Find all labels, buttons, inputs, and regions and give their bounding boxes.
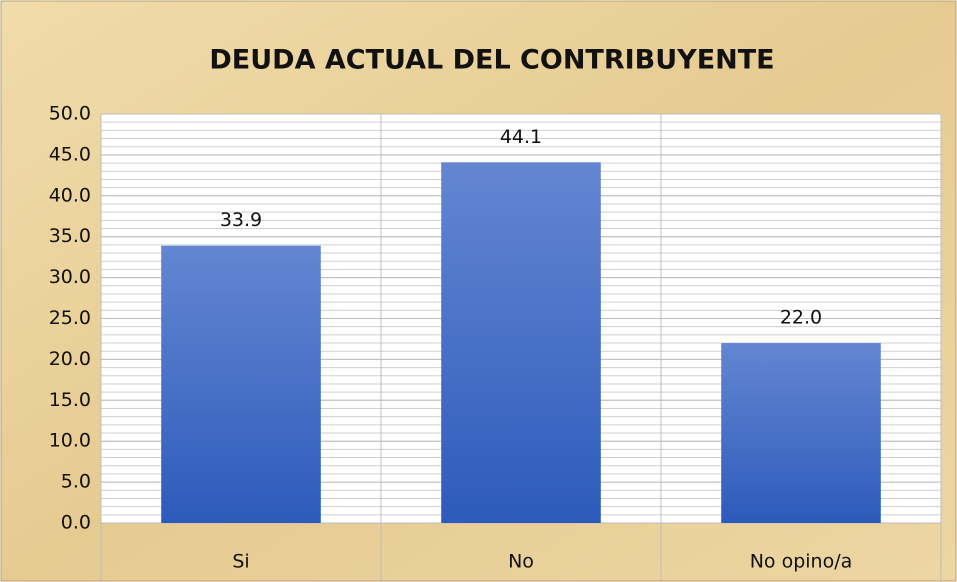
y-tick-label: 0.0 bbox=[61, 512, 91, 534]
y-tick-label: 40.0 bbox=[49, 184, 91, 206]
y-tick-label: 30.0 bbox=[49, 266, 91, 288]
y-tick-label: 10.0 bbox=[49, 430, 91, 452]
bar bbox=[721, 343, 881, 523]
y-tick-label: 20.0 bbox=[49, 348, 91, 370]
y-tick-label: 25.0 bbox=[49, 307, 91, 329]
y-tick-label: 15.0 bbox=[49, 389, 91, 411]
bar bbox=[441, 162, 601, 523]
y-tick-label: 35.0 bbox=[49, 225, 91, 247]
x-tick-label: No opino/a bbox=[750, 551, 853, 573]
data-label: 44.1 bbox=[500, 126, 542, 148]
y-tick-label: 50.0 bbox=[49, 103, 91, 125]
y-tick-label: 45.0 bbox=[49, 143, 91, 165]
x-tick-label: No bbox=[508, 551, 534, 573]
data-label: 33.9 bbox=[220, 209, 262, 231]
x-tick-label: Si bbox=[232, 551, 249, 573]
y-tick-label: 5.0 bbox=[61, 471, 91, 493]
chart-title: DEUDA ACTUAL DEL CONTRIBUYENTE bbox=[209, 45, 774, 76]
bar bbox=[161, 245, 321, 523]
data-label: 22.0 bbox=[780, 307, 822, 329]
